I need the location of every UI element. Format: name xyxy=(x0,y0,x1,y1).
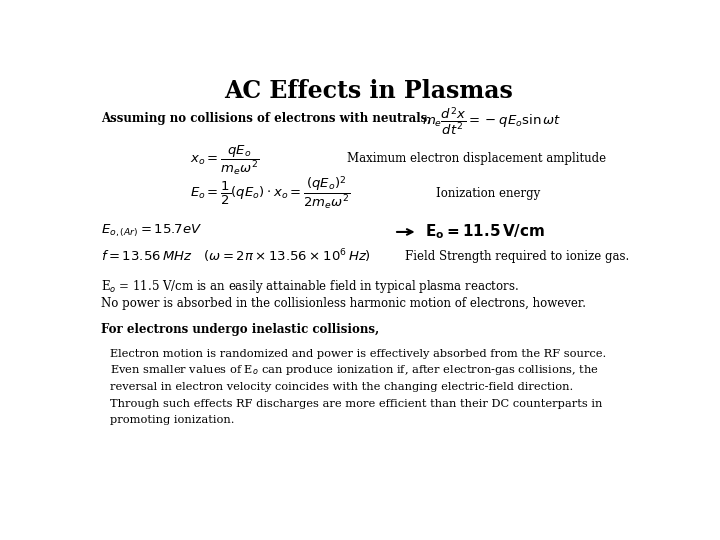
Text: Assuming no collisions of electrons with neutrals,: Assuming no collisions of electrons with… xyxy=(101,112,431,125)
Text: $\mathbf{E_o = 11.5\, V/cm}$: $\mathbf{E_o = 11.5\, V/cm}$ xyxy=(425,222,545,241)
Text: No power is absorbed in the collisionless harmonic motion of electrons, however.: No power is absorbed in the collisionles… xyxy=(101,298,586,310)
Text: Maximum electron displacement amplitude: Maximum electron displacement amplitude xyxy=(347,152,606,165)
Text: For electrons undergo inelastic collisions,: For electrons undergo inelastic collisio… xyxy=(101,323,379,336)
Text: $f = 13.56\, MHz \quad (\omega = 2\pi \times 13.56 \times 10^6\, Hz)$: $f = 13.56\, MHz \quad (\omega = 2\pi \t… xyxy=(101,247,371,265)
Text: Field Strength required to ionize gas.: Field Strength required to ionize gas. xyxy=(405,249,629,262)
Text: $x_o = \dfrac{qE_o}{m_e\omega^2}$: $x_o = \dfrac{qE_o}{m_e\omega^2}$ xyxy=(190,144,260,177)
Text: $E_{o,(Ar)} = 15.7 eV$: $E_{o,(Ar)} = 15.7 eV$ xyxy=(101,223,202,239)
Text: Through such effects RF discharges are more efficient than their DC counterparts: Through such effects RF discharges are m… xyxy=(109,399,602,409)
Text: reversal in electron velocity coincides with the changing electric-field directi: reversal in electron velocity coincides … xyxy=(109,382,573,392)
Text: promoting ionization.: promoting ionization. xyxy=(109,415,234,426)
Text: E$_o$ = 11.5 V/cm is an easily attainable field in typical plasma reactors.: E$_o$ = 11.5 V/cm is an easily attainabl… xyxy=(101,278,519,294)
Text: Even smaller values of E$_o$ can produce ionization if, after electron-gas colli: Even smaller values of E$_o$ can produce… xyxy=(109,363,598,377)
Text: Electron motion is randomized and power is effectively absorbed from the RF sour: Electron motion is randomized and power … xyxy=(109,349,606,359)
Text: AC Effects in Plasmas: AC Effects in Plasmas xyxy=(225,79,513,103)
Text: Ionization energy: Ionization energy xyxy=(436,187,540,200)
Text: $E_o = \dfrac{1}{2}(qE_o)\cdot x_o = \dfrac{(qE_o)^2}{2m_e\omega^2}$: $E_o = \dfrac{1}{2}(qE_o)\cdot x_o = \df… xyxy=(190,175,351,212)
Text: $m_e \dfrac{d^2x}{dt^2} = -qE_o \sin \omega t$: $m_e \dfrac{d^2x}{dt^2} = -qE_o \sin \om… xyxy=(422,105,562,137)
